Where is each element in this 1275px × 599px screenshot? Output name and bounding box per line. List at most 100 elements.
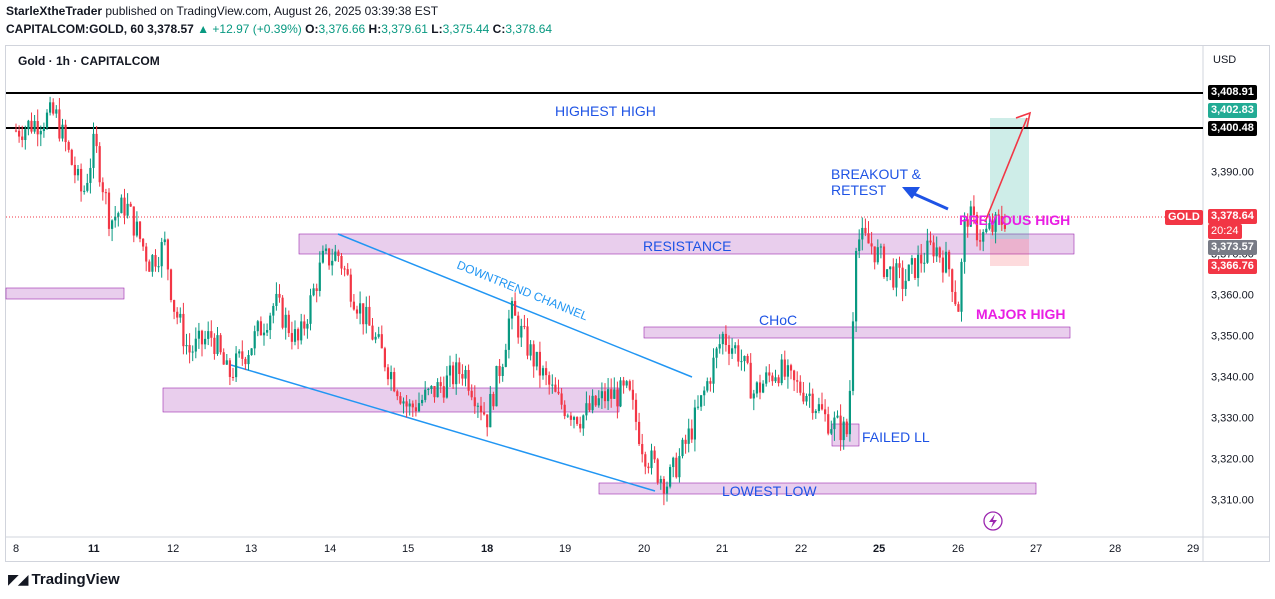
resistance-zone[interactable]: [298, 233, 1075, 255]
candle-body: [30, 120, 33, 132]
highest-high-label: HIGHEST HIGH: [555, 103, 656, 119]
candle-body: [591, 395, 594, 411]
candle-body: [352, 301, 355, 310]
candle-body: [876, 247, 879, 263]
candle-body: [656, 459, 659, 483]
candle-body: [523, 325, 526, 327]
tradingview-brand[interactable]: ◤◢ TradingView: [8, 571, 120, 588]
candle-body: [275, 293, 278, 306]
candle-body: [731, 348, 734, 354]
candle-body: [771, 375, 774, 382]
candle-body: [436, 382, 439, 398]
candle-body: [746, 355, 749, 363]
candle-body: [774, 377, 777, 382]
candle-body: [433, 385, 436, 398]
candle-body: [73, 164, 76, 176]
candle-body: [889, 266, 892, 270]
candle-body: [817, 404, 820, 411]
candle-body: [163, 239, 166, 243]
long-position-loss[interactable]: [990, 239, 1029, 266]
change-value: ▲ +12.97 (+0.39%): [197, 22, 302, 36]
choc-zone[interactable]: [643, 326, 1071, 339]
candle-body: [783, 359, 786, 377]
candle-body: [200, 330, 204, 345]
candle-body: [95, 133, 98, 147]
candle-body: [793, 370, 796, 381]
candle-body: [247, 355, 250, 365]
candle-body: [985, 228, 988, 233]
candle-body: [439, 382, 442, 387]
candle-body: [402, 401, 405, 404]
candle-body: [241, 351, 244, 359]
candle-body: [495, 365, 498, 407]
time-tick-label: 25: [873, 543, 885, 555]
chart-pane[interactable]: [5, 45, 1270, 562]
candle-body: [297, 329, 300, 341]
candle-body: [613, 389, 616, 399]
candle-body: [166, 239, 169, 270]
candle-body: [135, 221, 138, 236]
candle-body: [870, 243, 873, 247]
low-label: L:: [431, 22, 443, 36]
candle-body: [703, 390, 706, 396]
candle-body: [991, 223, 994, 232]
candle-body: [442, 386, 445, 398]
candle-body: [58, 109, 61, 139]
time-tick-label: 11: [88, 543, 100, 555]
support-zone-left[interactable]: [5, 287, 125, 300]
time-tick-label: 13: [245, 543, 257, 555]
lightning-event-icon[interactable]: [983, 511, 1003, 531]
channel-lower-line[interactable]: [230, 364, 656, 492]
candle-body: [758, 382, 762, 393]
candle-body: [92, 133, 95, 168]
candle-body: [290, 333, 293, 342]
candle-body: [802, 392, 805, 402]
candle-body: [349, 274, 352, 302]
candle-body: [582, 415, 585, 429]
candle-body: [256, 321, 259, 332]
time-tick-label: 12: [167, 543, 179, 555]
candle-body: [600, 391, 603, 399]
candle-body: [483, 412, 486, 415]
pane-title[interactable]: Gold · 1h · CAPITALCOM: [16, 53, 162, 69]
publisher-name[interactable]: StarleXtheTrader: [6, 4, 103, 18]
candle-body: [371, 325, 374, 340]
candle-body: [250, 348, 253, 356]
candle-body: [607, 389, 610, 402]
candle-body: [399, 396, 402, 404]
candle-body: [145, 246, 148, 262]
price-tick-label: 3,310.00: [1211, 495, 1254, 507]
candle-body: [563, 404, 566, 417]
currency-label[interactable]: USD: [1213, 54, 1237, 66]
price-axis[interactable]: 3,390.003,370.003,360.003,350.003,340.00…: [1211, 167, 1254, 507]
time-tick-label: 28: [1109, 543, 1121, 555]
candle-body: [253, 331, 256, 349]
candle-body: [169, 269, 173, 301]
demand-zone[interactable]: [162, 387, 620, 413]
tradingview-logo-icon: ◤◢: [8, 571, 29, 587]
candle-body: [386, 367, 390, 380]
candle-body: [424, 389, 427, 400]
candle-body: [616, 389, 619, 407]
breakout-arrow[interactable]: [911, 191, 949, 211]
candle-body: [808, 393, 811, 396]
candle-body: [216, 335, 219, 354]
candle-body: [920, 254, 923, 264]
candle-body: [917, 254, 920, 278]
projection-arrow[interactable]: [984, 117, 1028, 223]
candle-body: [1000, 216, 1003, 225]
candle-body: [455, 362, 458, 385]
candle-body: [548, 375, 551, 385]
time-tick-label: 14: [324, 543, 336, 555]
candle-body: [278, 293, 281, 298]
candle-body: [24, 129, 27, 141]
candle-body: [343, 268, 346, 270]
lowest-low-zone[interactable]: [598, 482, 1037, 495]
candle-body: [718, 344, 721, 349]
time-axis[interactable]: 8 11 12 13 14 15 18 19 20 21 22 25 26 27 28 29: [13, 543, 1199, 555]
candle-body: [997, 214, 1000, 217]
candle-body: [225, 360, 228, 365]
price-tag-entry: 3,373.57: [1208, 240, 1257, 255]
failed-ll-zone[interactable]: [831, 423, 860, 447]
